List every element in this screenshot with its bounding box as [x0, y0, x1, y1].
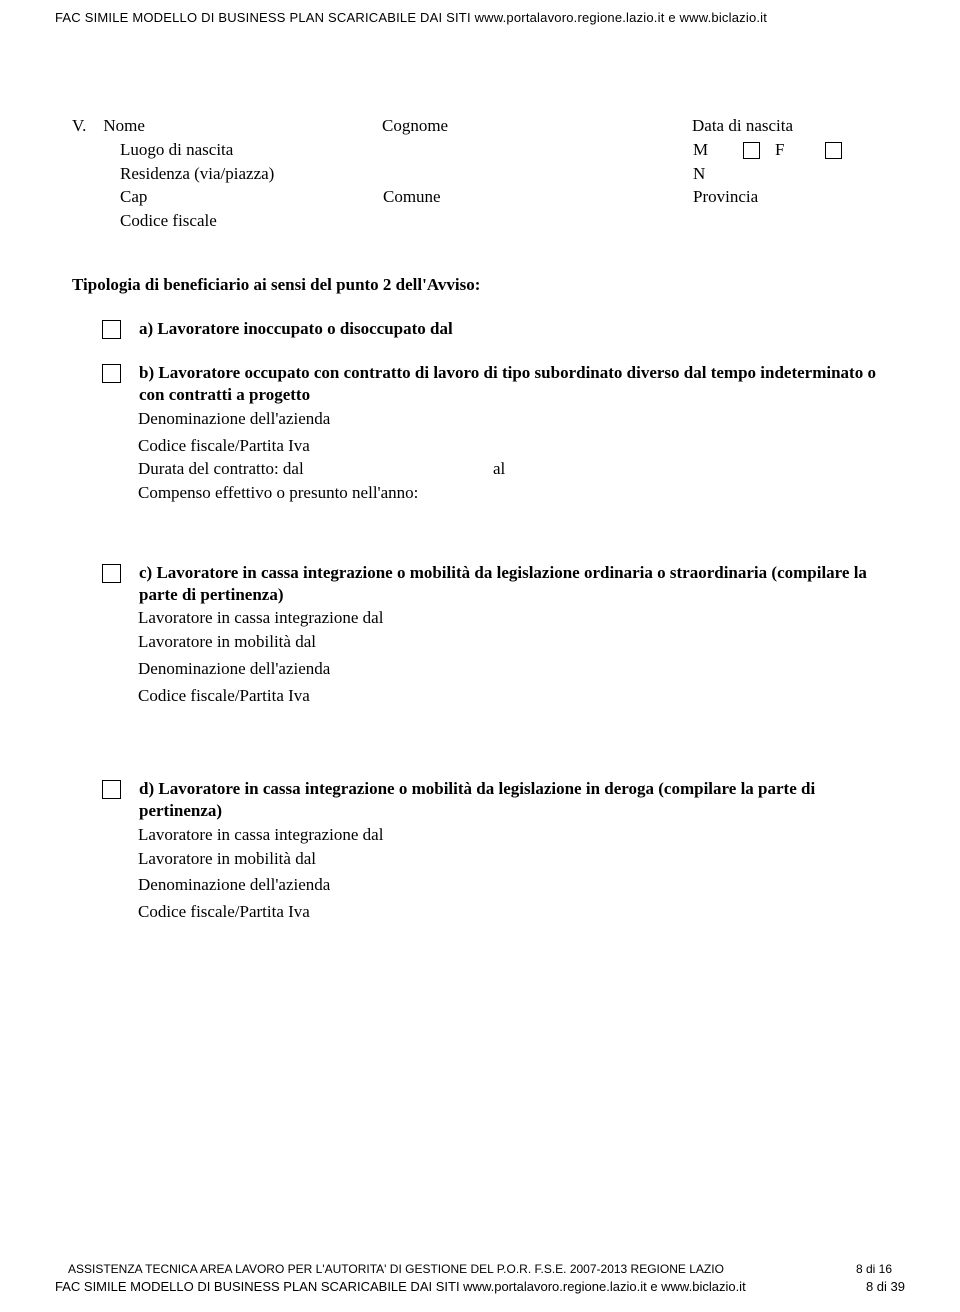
footer-inner: ASSISTENZA TECNICA AREA LAVORO PER L'AUT… — [0, 1262, 960, 1276]
label-n: N — [443, 163, 888, 185]
b-durata: Durata del contratto: dal — [138, 458, 493, 480]
c-cassa-integrazione: Lavoratore in cassa integrazione dal — [138, 607, 888, 629]
option-a-block: a) Lavoratore inoccupato o disoccupato d… — [72, 318, 888, 341]
d-mobilita: Lavoratore in mobilità dal — [138, 848, 888, 870]
checkbox-opt-c[interactable] — [102, 564, 121, 583]
option-d-label: d) Lavoratore in cassa integrazione o mo… — [139, 779, 815, 820]
label-m: M — [693, 139, 743, 161]
checkbox-m[interactable] — [743, 142, 760, 159]
d-denominazione: Denominazione dell'azienda — [138, 874, 888, 896]
row-nome: V. Nome Cognome Data di nascita — [72, 115, 888, 137]
option-c-block: c) Lavoratore in cassa integrazione o mo… — [72, 562, 888, 707]
option-b-label: b) Lavoratore occupato con contratto di … — [139, 363, 876, 404]
row-cap: Cap Comune Provincia — [72, 186, 888, 208]
label-cognome: Cognome — [382, 115, 692, 137]
footer-inner-left: ASSISTENZA TECNICA AREA LAVORO PER L'AUT… — [68, 1262, 724, 1276]
row-residenza: Residenza (via/piazza) N — [72, 163, 888, 185]
footer-outer-left: FAC SIMILE MODELLO DI BUSINESS PLAN SCAR… — [55, 1279, 746, 1294]
c-mobilita: Lavoratore in mobilità dal — [138, 631, 888, 653]
d-codice-fiscale: Codice fiscale/Partita Iva — [138, 901, 888, 923]
option-d-block: d) Lavoratore in cassa integrazione o mo… — [72, 778, 888, 923]
option-a-label: a) Lavoratore inoccupato o disoccupato d… — [139, 319, 453, 338]
footer-inner-right: 8 di 16 — [856, 1262, 892, 1276]
footer-outer-right: 8 di 39 — [866, 1279, 905, 1294]
checkbox-opt-d[interactable] — [102, 780, 121, 799]
row-luogo: Luogo di nascita M F — [72, 139, 888, 161]
label-comune: Comune — [383, 186, 693, 208]
label-codice-fiscale: Codice fiscale — [120, 210, 888, 232]
b-al: al — [493, 458, 888, 480]
label-data-nascita: Data di nascita — [692, 115, 888, 137]
section-title: Tipologia di beneficiario ai sensi del p… — [72, 274, 888, 296]
checkbox-f[interactable] — [825, 142, 842, 159]
b-compenso: Compenso effettivo o presunto nell'anno: — [138, 482, 888, 504]
c-denominazione: Denominazione dell'azienda — [138, 658, 888, 680]
label-residenza: Residenza (via/piazza) — [120, 163, 383, 185]
option-c-label: c) Lavoratore in cassa integrazione o mo… — [139, 563, 867, 604]
label-provincia: Provincia — [693, 186, 888, 208]
label-cap: Cap — [120, 186, 383, 208]
option-b-block: b) Lavoratore occupato con contratto di … — [72, 362, 888, 504]
page-content: V. Nome Cognome Data di nascita Luogo di… — [0, 115, 960, 923]
checkbox-opt-b[interactable] — [102, 364, 121, 383]
b-denominazione: Denominazione dell'azienda — [138, 408, 888, 430]
label-nome: Nome — [103, 116, 145, 135]
d-cassa-integrazione: Lavoratore in cassa integrazione dal — [138, 824, 888, 846]
prefix-v: V. — [72, 116, 86, 135]
checkbox-opt-a[interactable] — [102, 320, 121, 339]
c-codice-fiscale: Codice fiscale/Partita Iva — [138, 685, 888, 707]
footer-outer: FAC SIMILE MODELLO DI BUSINESS PLAN SCAR… — [0, 1279, 960, 1294]
label-luogo-nascita: Luogo di nascita — [120, 139, 383, 161]
label-f: F — [775, 139, 825, 161]
b-codice-fiscale: Codice fiscale/Partita Iva — [138, 435, 888, 457]
row-codice-fiscale: Codice fiscale — [72, 210, 888, 232]
header-banner: FAC SIMILE MODELLO DI BUSINESS PLAN SCAR… — [0, 0, 960, 25]
